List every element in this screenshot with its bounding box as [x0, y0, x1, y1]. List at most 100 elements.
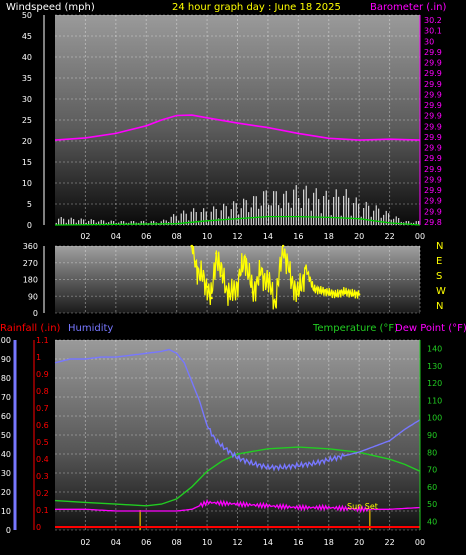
- wind-direction-point: [190, 244, 194, 248]
- wind-tick-label: 40: [22, 53, 32, 62]
- wind-tick-label: 15: [22, 158, 32, 167]
- humidity-tick-label: 90: [1, 355, 11, 364]
- rainfall-tick-label: 0.6: [36, 421, 49, 430]
- x-tick-label: 12: [232, 232, 242, 241]
- rainfall-tick-label: 0.8: [36, 387, 49, 396]
- humidity-tick-label: 20: [1, 488, 11, 497]
- humidity-tick-label: 80: [1, 374, 11, 383]
- barometer-tick-label: 29.9: [424, 80, 442, 89]
- wind-direction-point: [221, 274, 224, 277]
- x-tick-label: 04: [111, 232, 121, 241]
- humidity-tick-label: 10: [1, 507, 11, 516]
- wind-average-line: [54, 215, 421, 226]
- barometer-line: [54, 114, 421, 141]
- wind-direction-point: [259, 272, 262, 276]
- temperature-tick-label: 140: [427, 345, 442, 354]
- rainfall-tick-label: 0.7: [36, 404, 49, 413]
- wind-tick-label: 50: [22, 11, 32, 20]
- barometer-tick-label: 29.9: [424, 144, 442, 153]
- rainfall-tick-label: 1.1: [36, 336, 49, 345]
- barometer-tick-label: 30.1: [424, 27, 442, 36]
- compass-label: N: [436, 301, 443, 312]
- temperature-tick-label: 40: [427, 517, 437, 526]
- wind-direction-point: [274, 300, 277, 303]
- wind-direction-point: [297, 293, 300, 296]
- wind-direction-point: [205, 285, 209, 289]
- x-tick-label: 22: [384, 232, 394, 241]
- humidity-tick-label: 40: [1, 450, 11, 459]
- x-tick-label: 08: [172, 538, 182, 547]
- wind-direction-point: [335, 293, 338, 296]
- x-tick-label: 16: [293, 232, 303, 241]
- temperature-tick-label: 80: [427, 448, 437, 457]
- sun-set-label: Sun Set: [347, 502, 378, 511]
- x-tick-label: 06: [141, 538, 151, 547]
- wind-direction-point: [358, 293, 361, 296]
- x-tick-label: 18: [324, 538, 334, 547]
- wind-tick-label: 30: [22, 95, 32, 104]
- wind-direction-point: [243, 256, 247, 259]
- temperature-tick-label: 100: [427, 414, 442, 423]
- compass-label: W: [436, 286, 446, 297]
- wind-direction-trace: [190, 245, 360, 310]
- wind-direction-point: [312, 287, 315, 290]
- barometer-tick-label: 29.9: [424, 197, 442, 206]
- x-tick-label: 06: [141, 232, 151, 241]
- barometer-axis-title: Barometer (.in): [370, 2, 446, 13]
- temp-plot-area: [55, 340, 420, 530]
- temperature-tick-label: 130: [427, 362, 442, 371]
- wind-direction-point: [236, 283, 239, 287]
- humidity-tick-label: 50: [1, 431, 11, 440]
- barometer-tick-label: 29.9: [424, 90, 442, 99]
- x-tick-label: 14: [263, 538, 273, 547]
- temperature-tick-label: 60: [427, 483, 437, 492]
- temperature-tick-label: 110: [427, 396, 442, 405]
- barometer-tick-label: 29.9: [424, 186, 442, 195]
- rainfall-tick-label: 0.4: [36, 455, 49, 464]
- wind-direction-point: [210, 296, 213, 300]
- rainfall-tick-label: 0: [36, 523, 41, 532]
- rainfall-tick-label: 1: [36, 353, 41, 362]
- barometer-tick-label: 29.9: [424, 112, 442, 121]
- wind-direction-point: [199, 274, 203, 277]
- x-tick-label: 20: [354, 232, 364, 241]
- rainfall-tick-label: 0.3: [36, 472, 49, 481]
- direction-tick-label: 90: [28, 292, 38, 301]
- x-tick-label: 18: [324, 232, 334, 241]
- compass-label: N: [436, 241, 443, 252]
- dewpoint-axis-title: Dew Point (°F): [395, 323, 466, 334]
- compass-label: S: [436, 271, 442, 282]
- x-tick-label: 08: [172, 232, 182, 241]
- x-tick-label: 10: [202, 232, 212, 241]
- x-tick-label: 16: [293, 538, 303, 547]
- wind-direction-point: [195, 265, 198, 268]
- compass-label: E: [436, 256, 442, 267]
- temperature-line: [54, 446, 421, 507]
- x-tick-label: 10: [202, 538, 212, 547]
- graph-title: 24 hour graph day : June 18 2025: [172, 2, 341, 13]
- wind-direction-point: [215, 252, 218, 255]
- x-tick-label: 02: [80, 232, 90, 241]
- wind-tick-label: 45: [22, 32, 32, 41]
- rainfall-tick-label: 0.5: [36, 438, 49, 447]
- wind-direction-point: [342, 290, 346, 293]
- barometer-tick-label: 29.9: [424, 133, 442, 142]
- wind-tick-label: 0: [27, 221, 32, 230]
- temperature-tick-label: 50: [427, 500, 437, 509]
- temperature-tick-label: 90: [427, 431, 437, 440]
- rainfall-tick-label: 0.2: [36, 489, 49, 498]
- wind-direction-point: [251, 291, 254, 294]
- barometer-tick-label: 29.9: [424, 48, 442, 57]
- humidity-tick-label: 60: [1, 412, 11, 421]
- barometer-tick-label: 29.9: [424, 122, 442, 131]
- temperature-tick-label: 120: [427, 379, 442, 388]
- x-tick-label: 14: [263, 232, 273, 241]
- wind-axis-title: Windspeed (mph): [6, 2, 95, 13]
- rainfall-tick-label: 0.9: [36, 370, 49, 379]
- humidity-tick-label: 70: [1, 393, 11, 402]
- wind-direction-point: [350, 292, 353, 295]
- wind-direction-point: [281, 244, 285, 248]
